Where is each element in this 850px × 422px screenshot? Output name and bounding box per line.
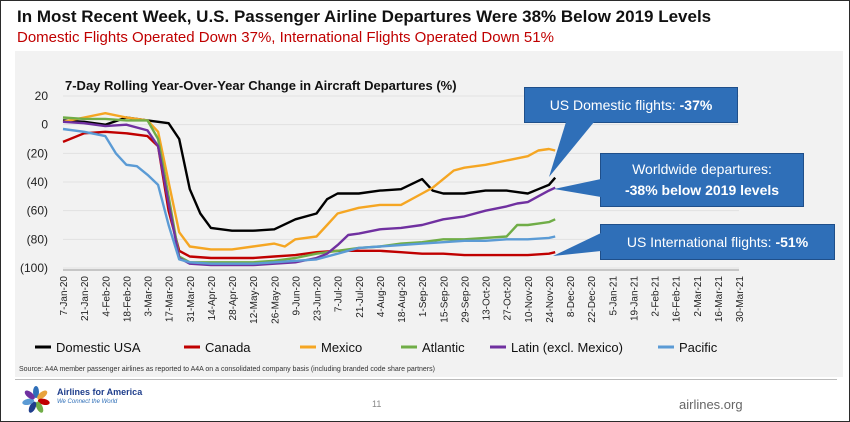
logo-tagline: We Connect the World: [57, 399, 118, 405]
x-tick-label: 31-Mar-20: [186, 276, 197, 323]
series-line-atlantic: [62, 116, 556, 264]
series-line-canada: [62, 130, 556, 260]
x-tick-label: 19-Jan-21: [629, 276, 640, 321]
legend-label-mexico: Mexico: [321, 340, 362, 355]
x-tick-label: 21-Jul-20: [355, 276, 366, 318]
x-tick-label: 29-Sep-20: [460, 276, 471, 323]
x-tick-label: 12-May-20: [249, 276, 260, 324]
callout-international: US International flights: -51%: [600, 224, 835, 260]
x-tick-label: 10-Nov-20: [524, 276, 535, 323]
x-tick-label: 27-Oct-20: [503, 276, 514, 321]
legend-label-canada: Canada: [205, 340, 251, 355]
callout-worldwide: Worldwide departures: -38% below 2019 le…: [600, 153, 804, 207]
source-note: Source: A4A member passenger airlines as…: [19, 366, 435, 373]
x-tick-label: 13-Oct-20: [482, 276, 493, 321]
callout-domestic: US Domestic flights: -37%: [524, 87, 738, 123]
x-tick-label: 8-Dec-20: [566, 276, 577, 318]
x-tick-label: 18-Aug-20: [397, 276, 408, 323]
x-tick-label: 3-Mar-20: [144, 276, 155, 317]
x-tick-label: 15-Sep-20: [439, 276, 450, 323]
callout-worldwide-line1: Worldwide departures:: [632, 161, 772, 177]
x-tick-label: 16-Feb-21: [672, 276, 683, 323]
y-tick-label: (20): [27, 146, 48, 160]
x-tick-label: 26-May-20: [270, 276, 281, 324]
series-line-mexico: [62, 112, 556, 251]
logo-name: Airlines for America: [57, 387, 143, 397]
legend-label-latin: Latin (excl. Mexico): [511, 340, 623, 355]
callout-domestic-value: -37%: [679, 97, 713, 113]
series-line-latin: [62, 120, 556, 267]
x-tick-label: 24-Nov-20: [545, 276, 556, 323]
y-tick-label: (60): [27, 204, 48, 218]
slide-title: In Most Recent Week, U.S. Passenger Airl…: [17, 7, 712, 26]
y-tick-label: 0: [41, 118, 48, 132]
x-tick-label: 1-Sep-20: [418, 276, 429, 318]
x-tick-label: 30-Mar-21: [735, 276, 746, 323]
x-tick-label: 16-Mar-21: [714, 276, 725, 323]
x-tick-label: 18-Feb-20: [122, 276, 133, 323]
x-tick-label: 2-Mar-21: [693, 276, 704, 317]
departures-chart: 7-Day Rolling Year-Over-Year Change in A…: [20, 78, 746, 355]
chart-title: 7-Day Rolling Year-Over-Year Change in A…: [65, 78, 457, 93]
series-line-domestic: [62, 116, 557, 232]
website-link[interactable]: airlines.org: [679, 397, 743, 412]
x-tick-label: 23-Jun-20: [313, 276, 324, 321]
x-tick-label: 9-Jun-20: [291, 276, 302, 316]
page-number: 11: [372, 399, 382, 409]
x-tick-label: 7-Jul-20: [334, 276, 345, 313]
x-tick-label: 14-Apr-20: [207, 276, 218, 321]
y-tick-label: (80): [27, 232, 48, 246]
y-tick-label: (100): [20, 261, 48, 275]
a4a-logo: Airlines for America We Connect the Worl…: [21, 385, 221, 415]
legend-label-domestic: Domestic USA: [56, 340, 141, 355]
y-tick-label: (40): [27, 175, 48, 189]
callout-worldwide-line2: -38% below 2019 levels: [624, 182, 780, 198]
x-tick-label: 4-Feb-20: [101, 276, 112, 317]
x-tick-label: 21-Jan-20: [80, 276, 91, 321]
x-tick-label: 17-Mar-20: [165, 276, 176, 323]
callout-international-value: -51%: [775, 234, 809, 250]
legend-label-pacific: Pacific: [679, 340, 718, 355]
x-tick-label: 2-Feb-21: [651, 276, 662, 317]
x-tick-label: 22-Dec-20: [587, 276, 598, 323]
y-tick-label: 20: [35, 89, 49, 103]
x-tick-label: 28-Apr-20: [228, 276, 239, 321]
x-tick-label: 5-Jan-21: [608, 276, 619, 316]
legend-label-atlantic: Atlantic: [422, 340, 465, 355]
callout-international-label: US International flights:: [626, 234, 776, 250]
a4a-star-icon: [22, 386, 50, 413]
series-line-pacific: [62, 127, 556, 265]
slide-subtitle: Domestic Flights Operated Down 37%, Inte…: [17, 29, 554, 46]
footer-divider: [15, 379, 837, 380]
x-tick-label: 7-Jan-20: [59, 276, 70, 316]
callout-domestic-label: US Domestic flights:: [549, 97, 680, 113]
x-tick-label: 4-Aug-20: [376, 276, 387, 318]
